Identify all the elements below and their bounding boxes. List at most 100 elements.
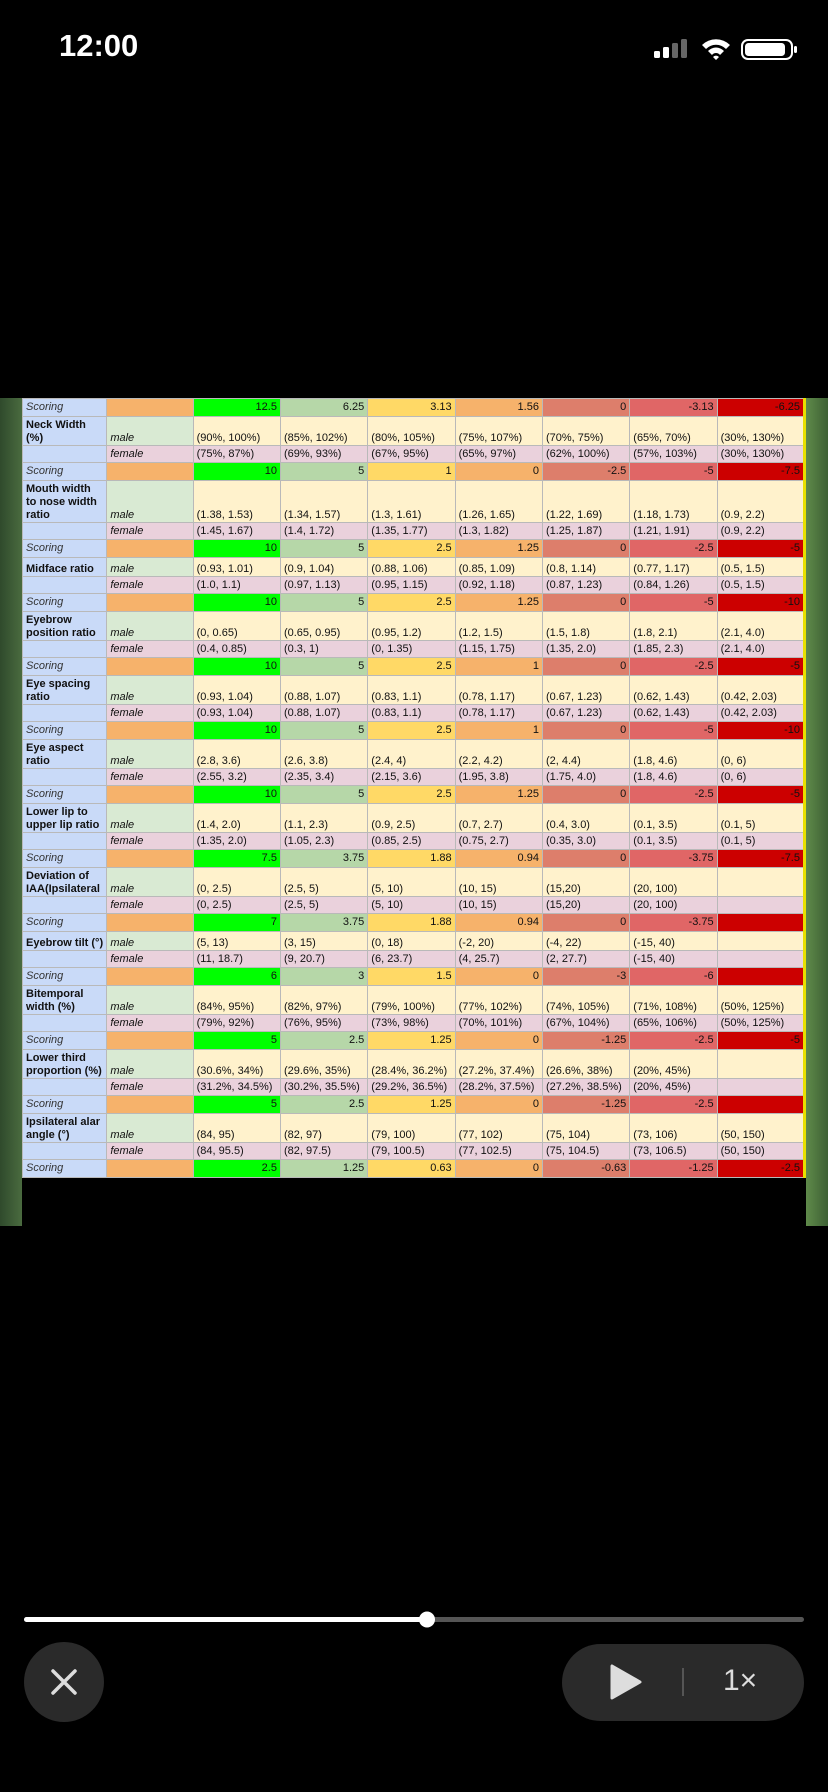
speed-button[interactable]: 1× (723, 1664, 758, 1697)
score-cell: 0 (541, 539, 631, 558)
range-cell: (0.3, 1) (279, 640, 369, 658)
range-cell: (-4, 22) (541, 931, 631, 951)
range-cell: (2.55, 3.2) (192, 768, 281, 786)
score-cell: 3.13 (367, 398, 456, 417)
range-row: Neck Width (%) male (90%, 100%) (85%, 102%)… (21, 416, 806, 446)
scoring-row: Scoring 12.5 6.25 3.13 1.56 0 -3.13 -6.25 (21, 398, 806, 417)
scoring-row: Scoring 10 5 2.5 1 0 -2.5 -5 (21, 657, 806, 676)
metric-label-cont (21, 1142, 108, 1160)
score-cell: -0.63 (541, 1159, 631, 1178)
gender-cell: female (106, 522, 194, 540)
gender-cell (106, 1159, 194, 1178)
range-cell: (15,20) (541, 867, 631, 897)
range-cell: (5, 13) (192, 931, 281, 951)
range-cell: (84, 95.5) (192, 1142, 281, 1160)
range-cell: (84%, 95%) (192, 985, 281, 1015)
range-cell: (0.93, 1.01) (192, 557, 281, 577)
scoring-label: Scoring (21, 1031, 108, 1050)
metric-label: Mouth width to nose width ratio (21, 480, 108, 523)
range-cell: (0.7, 2.7) (454, 803, 543, 833)
metric-label-cont (21, 896, 108, 914)
score-cell: 0 (541, 849, 631, 868)
score-cell: 1.25 (454, 539, 543, 558)
play-button[interactable] (610, 1664, 642, 1700)
range-cell: (1.1, 2.3) (279, 803, 369, 833)
score-cell: 1.25 (279, 1159, 369, 1178)
range-cell: (0.42, 2.03) (716, 675, 806, 705)
range-cell: (79%, 92%) (192, 1014, 281, 1032)
player-controls (24, 1611, 804, 1722)
range-cell: (65%, 70%) (629, 416, 718, 446)
range-cell: (27.2%, 37.4%) (454, 1049, 543, 1079)
range-cell: (0.5, 1.5) (716, 576, 806, 594)
score-cell: 0.63 (367, 1159, 456, 1178)
score-cell: 1.88 (367, 849, 456, 868)
range-row: female (1.45, 1.67) (1.4, 1.72) (1.35, 1.77… (21, 522, 806, 540)
score-cell: 10 (192, 721, 281, 740)
range-cell: (10, 15) (454, 867, 543, 897)
range-cell: (1.25, 1.87) (541, 522, 631, 540)
scoring-row: Scoring 6 3 1.5 0 -3 -6 (21, 967, 806, 986)
metric-label-cont (21, 640, 108, 658)
score-cell: -2.5 (629, 1095, 718, 1114)
range-row: female (0.4, 0.85) (0.3, 1) (0, 1.35) (1.15,… (21, 640, 806, 658)
range-cell: (6, 23.7) (367, 950, 456, 968)
range-cell: (0.4, 3.0) (541, 803, 631, 833)
range-cell: (15,20) (541, 896, 631, 914)
score-cell: 6 (192, 967, 281, 986)
gender-cell: male (106, 416, 194, 446)
score-cell: -7.5 (716, 462, 806, 481)
score-cell: 1.25 (367, 1095, 456, 1114)
close-button[interactable] (24, 1642, 104, 1722)
video-frame: Scoring 12.5 6.25 3.13 1.56 0 -3.13 -6.25 Neck W… (0, 398, 828, 1226)
range-cell: (26.6%, 38%) (541, 1049, 631, 1079)
score-cell (716, 913, 806, 932)
range-cell: (0.9, 2.2) (716, 522, 806, 540)
metric-label-cont (21, 522, 108, 540)
score-cell: 0 (454, 1159, 543, 1178)
range-cell: (0.85, 1.09) (454, 557, 543, 577)
range-cell: (30%, 130%) (716, 445, 806, 463)
gender-cell: female (106, 950, 194, 968)
gender-cell: female (106, 1142, 194, 1160)
scoring-label: Scoring (21, 721, 108, 740)
range-cell: (2.8, 3.6) (192, 739, 281, 769)
metric-label: Lower lip to upper lip ratio (21, 803, 108, 833)
gender-cell: female (106, 896, 194, 914)
gender-cell: female (106, 1014, 194, 1032)
range-cell: (5, 10) (367, 867, 456, 897)
scoring-row: Scoring 10 5 2.5 1.25 0 -2.5 -5 (21, 785, 806, 804)
range-cell: (2.15, 3.6) (367, 768, 456, 786)
range-cell: (0.95, 1.15) (367, 576, 456, 594)
range-cell: (84, 95) (192, 1113, 281, 1143)
range-cell: (62%, 100%) (541, 445, 631, 463)
metric-label: Eye aspect ratio (21, 739, 108, 769)
gender-cell: male (106, 1113, 194, 1143)
range-cell: (50%, 125%) (716, 1014, 806, 1032)
gender-cell (106, 785, 194, 804)
gender-cell: female (106, 640, 194, 658)
score-cell: 10 (192, 593, 281, 612)
score-cell: 0 (454, 1095, 543, 1114)
range-cell: (5, 10) (367, 896, 456, 914)
metric-label-cont (21, 576, 108, 594)
range-cell: (0.65, 0.95) (279, 611, 369, 641)
range-cell: (2.6, 3.8) (279, 739, 369, 769)
score-cell: 1.25 (454, 593, 543, 612)
score-cell: 1.25 (367, 1031, 456, 1050)
score-cell (716, 967, 806, 986)
range-cell: (0.77, 1.17) (629, 557, 718, 577)
range-cell: (0.97, 1.13) (279, 576, 369, 594)
gender-cell: male (106, 803, 194, 833)
range-cell: (2.5, 5) (279, 867, 369, 897)
status-icons (654, 39, 797, 60)
range-cell: (20%, 45%) (629, 1049, 718, 1079)
range-cell: (0.8, 1.14) (541, 557, 631, 577)
progress-knob[interactable] (419, 1611, 435, 1628)
range-cell: (0.83, 1.1) (367, 704, 456, 722)
range-row: Deviation of IAA(Ipsilateral male (0, 2.5)… (21, 867, 806, 897)
metric-label-cont (21, 1014, 108, 1032)
gender-cell (106, 657, 194, 676)
gender-cell (106, 849, 194, 868)
score-cell: -5 (716, 657, 806, 676)
